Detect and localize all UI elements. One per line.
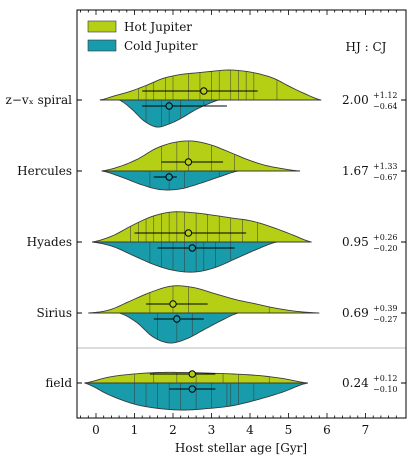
hot-violin-half [92,211,312,243]
ratio-value: 2.00 [342,93,369,107]
ratio-annotation: 1.67 +1.33 −0.67 [342,162,398,182]
ratio-value: 1.67 [342,164,369,178]
ratio-plus: +1.33 [373,162,398,171]
ratio-annotation: 2.00 +1.12 −0.64 [342,91,398,111]
x-axis: 0 1 2 3 4 5 6 7 [77,10,406,437]
violin-group [101,140,301,191]
violin-group [92,211,312,273]
x-tick-label: 6 [323,423,331,437]
hot-median-marker [200,87,208,95]
x-tick-label: 5 [285,423,293,437]
cold-median-marker [173,315,181,323]
x-tick-label: 7 [362,423,370,437]
ratio-value: 0.69 [342,306,369,320]
ratio-value: 0.24 [342,376,369,390]
cold-median-marker [165,102,173,110]
legend-label-hot: Hot Jupiter [124,20,192,34]
group-label: z−vₓ spiral [6,93,73,107]
hot-median-marker [184,229,193,237]
ratio-minus: −0.20 [373,244,398,253]
ratio-annotations: 2.00 +1.12 −0.64 1.67 +1.33 −0.67 0.95 +0.26 −0.… [342,91,398,394]
violin-group [99,69,322,128]
hot-violin-half [99,69,322,101]
cold-median-marker [188,244,196,252]
x-tick-label: 2 [169,423,177,437]
ratio-plus: +0.39 [373,304,398,313]
group-label: field [45,376,72,390]
x-tick-label: 3 [208,423,216,437]
legend-label-cold: Cold Jupiter [124,39,198,53]
cold-median-marker [165,173,173,181]
x-tick-label: 4 [246,423,254,437]
group-labels: z−vₓ spiral Hercules Hyades Sirius field [6,93,73,390]
ratio-plus: +0.26 [373,233,398,242]
ratio-plus: +1.12 [373,91,398,100]
ratio-annotation: 0.69 +0.39 −0.27 [342,304,398,324]
hot-violin-half [88,285,320,314]
violin-group [88,285,320,344]
group-label: Hyades [27,235,72,249]
group-label: Sirius [36,306,72,320]
hot-median-marker [188,370,196,378]
hot-median-marker [184,158,193,166]
hot-median-marker [169,300,177,308]
ratio-minus: −0.27 [373,315,398,324]
legend-swatch-cold [87,39,117,52]
plot-frame [76,9,407,419]
ratio-minus: −0.64 [373,102,398,111]
x-axis-label: Host stellar age [Gyr] [175,441,307,455]
ratio-annotation: 0.95 +0.26 −0.20 [342,233,398,253]
hot-violin-half [101,140,301,172]
ratio-plus: +0.12 [373,374,398,383]
x-tick-label: 0 [92,423,100,437]
ratio-header: HJ : CJ [346,40,387,54]
violin-group [84,370,308,411]
x-tick-label: 1 [131,423,139,437]
legend: Hot Jupiter Cold Jupiter [87,20,198,53]
legend-swatch-hot [87,20,117,33]
ratio-value: 0.95 [342,235,369,249]
plot-layer [77,69,406,411]
ratio-minus: −0.67 [373,173,398,182]
ratio-annotation: 0.24 +0.12 −0.10 [342,374,398,394]
cold-median-marker [188,385,196,393]
cold-violin-half [118,312,239,344]
ratio-minus: −0.10 [373,385,398,394]
group-label: Hercules [17,164,72,178]
